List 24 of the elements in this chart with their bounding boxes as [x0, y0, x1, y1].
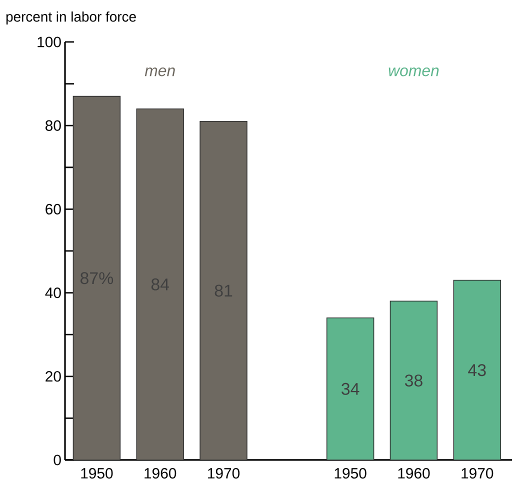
data-label: 38 — [404, 374, 422, 387]
y-tick-label: 100 — [38, 36, 61, 48]
data-label: 34 — [342, 382, 360, 395]
y-tick-label: 80 — [46, 120, 61, 131]
bar — [136, 108, 184, 460]
bar — [72, 96, 121, 460]
y-tick-label: 40 — [45, 287, 61, 298]
text: women — [388, 68, 439, 76]
x-tick-label: 1950 — [81, 468, 113, 479]
bar — [390, 300, 438, 460]
x-tick-label: 1950 — [334, 468, 366, 479]
y-tick-label: 0 — [54, 454, 61, 466]
x-tick-label: 1960 — [144, 468, 176, 479]
bar — [453, 280, 501, 460]
bar — [326, 317, 374, 460]
series-label: men — [144, 68, 175, 76]
x-tick-label: 1970 — [462, 468, 494, 479]
x-tick-label: 1970 — [208, 468, 240, 479]
x-tick-label: 1960 — [398, 468, 430, 479]
data-label: 43 — [468, 364, 486, 376]
bar — [200, 121, 248, 460]
y-tick-label: 20 — [46, 371, 61, 382]
y-tick-label: 60 — [46, 204, 61, 214]
y-axis-title: percent in labor force — [6, 11, 136, 24]
